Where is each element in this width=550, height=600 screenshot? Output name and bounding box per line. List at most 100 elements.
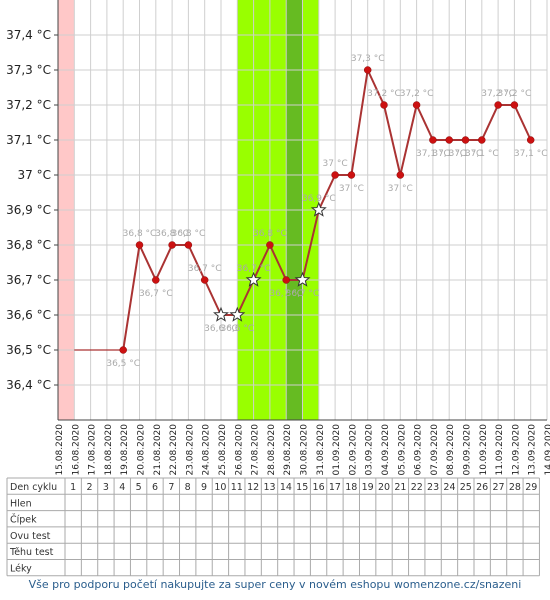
- cycle-day-number: 11: [231, 482, 243, 493]
- point-label: 37,3 °C: [351, 54, 385, 64]
- data-point: [200, 276, 209, 284]
- data-point: [429, 136, 437, 144]
- data-point: [168, 241, 176, 249]
- cycle-day-number: 28: [509, 482, 521, 493]
- x-tick-label: 05.09.2020: [397, 424, 407, 476]
- cycle-day-number: 21: [394, 482, 406, 493]
- x-tick-label: 24.08.2020: [202, 424, 212, 476]
- y-tick-label: 36,7 °C: [6, 273, 51, 287]
- point-label: 36,7 °C: [139, 289, 173, 299]
- x-tick-label: 03.09.2020: [365, 424, 375, 476]
- x-tick-label: 19.08.2020: [120, 424, 130, 476]
- data-point: [380, 101, 388, 109]
- y-tick-label: 36,9 °C: [6, 203, 51, 217]
- y-tick-label: 36,6 °C: [6, 308, 51, 322]
- star-marker: [213, 306, 229, 322]
- point-label: 37,2 °C: [367, 89, 401, 99]
- point-label: 36,7 °C: [269, 289, 303, 299]
- point-label: 36,8 °C: [172, 229, 206, 239]
- point-label: 36,8 °C: [155, 229, 189, 239]
- data-point: [510, 101, 519, 109]
- point-label: 37,1 °C: [465, 149, 499, 159]
- cycle-day-number: 24: [443, 482, 455, 493]
- x-tick-label: 22.08.2020: [169, 424, 179, 476]
- x-tick-label: 04.09.2020: [381, 424, 391, 476]
- point-label: 37,1 °C: [449, 149, 483, 159]
- point-label: 36,6 °C: [220, 324, 254, 334]
- point-label: 36,7 °C: [188, 264, 222, 274]
- table-row-label: Hlen: [10, 498, 32, 509]
- x-tick-label: 09.09.2020: [463, 424, 473, 476]
- cycle-day-number: 15: [296, 482, 308, 493]
- star-marker: [310, 201, 327, 217]
- x-tick-label: 06.09.2020: [414, 424, 424, 476]
- point-label: 37 °C: [388, 184, 413, 194]
- x-tick-label: 21.08.2020: [153, 424, 163, 476]
- cycle-day-number: 29: [525, 482, 537, 493]
- y-axis-ticks: 36,4 °C 36,5 °C 36,6 °C 36,7 °C 36,8 °C 36,9 …: [6, 28, 58, 392]
- data-point: [152, 276, 160, 284]
- x-tick-label: 07.09.2020: [430, 424, 440, 476]
- x-tick-label: 11.09.2020: [495, 424, 505, 476]
- x-tick-label: 18.08.2020: [104, 424, 114, 476]
- y-tick-label: 37 °C: [18, 168, 51, 182]
- cycle-day-number: 3: [103, 482, 109, 493]
- cycle-day-number: 1: [70, 482, 76, 493]
- promo-footer[interactable]: Vše pro podporu početí nakupujte za supe…: [28, 578, 522, 591]
- table-row-label: Těhu test: [9, 547, 54, 558]
- data-point: [478, 136, 486, 144]
- cycle-day-number: 7: [168, 482, 174, 493]
- cycle-day-number: 2: [87, 482, 93, 493]
- x-tick-label: 30.08.2020: [300, 424, 310, 476]
- y-tick-label: 36,4 °C: [6, 378, 51, 392]
- point-label: 36,5 °C: [106, 359, 140, 369]
- point-label: 36,9 °C: [302, 194, 336, 204]
- point-label: 37,2 °C: [481, 89, 515, 99]
- x-tick-label: 27.08.2020: [251, 424, 261, 476]
- x-tick-label: 17.08.2020: [88, 424, 98, 476]
- point-label: 36,8 °C: [253, 229, 287, 239]
- x-tick-label: 23.08.2020: [185, 424, 195, 476]
- point-label: 36,7 °C: [237, 264, 271, 274]
- cycle-day-number: 6: [152, 482, 158, 493]
- cycle-day-number: 8: [185, 482, 191, 493]
- x-tick-label: 31.08.2020: [316, 424, 326, 476]
- star-marker: [294, 271, 311, 287]
- data-point: [119, 346, 127, 354]
- x-tick-label: 02.09.2020: [348, 424, 358, 476]
- cycle-day-number: 10: [214, 482, 226, 493]
- cycle-day-number: 19: [362, 482, 374, 493]
- data-point: [494, 101, 502, 109]
- point-label: 37,1 °C: [514, 149, 548, 159]
- point-label: 37,1 °C: [432, 149, 466, 159]
- data-point: [526, 136, 535, 144]
- star-marker: [229, 306, 246, 322]
- x-tick-label: 10.09.2020: [479, 424, 489, 476]
- data-point: [396, 171, 405, 179]
- x-tick-label: 13.09.2020: [528, 424, 538, 476]
- cycle-day-number: 26: [476, 482, 488, 493]
- cycle-table: Den cyklu 1 2 3 4 5 6 7 8 9 10 11 12 13 14 15 16 17 18 19 20…: [6, 477, 540, 577]
- cycle-day-number: 12: [247, 482, 259, 493]
- data-point: [135, 241, 144, 249]
- star-marker: [245, 271, 262, 287]
- x-tick-label: 01.09.2020: [332, 424, 342, 476]
- y-tick-label: 37,2 °C: [6, 98, 51, 112]
- x-tick-label: 20.08.2020: [137, 424, 147, 476]
- x-tick-label: 25.08.2020: [218, 424, 228, 476]
- cycle-day-number: 25: [460, 482, 472, 493]
- x-tick-label: 28.08.2020: [267, 424, 277, 476]
- chart-grid: [57, 0, 548, 421]
- table-row-label: Ovu test: [10, 531, 51, 542]
- y-tick-label: 37,3 °C: [6, 63, 51, 77]
- table-row-label: Čípek: [10, 514, 37, 526]
- data-point: [445, 136, 453, 144]
- cycle-day-number: 17: [329, 482, 341, 493]
- x-axis-ticks: 15.08.2020 16.08.2020 17.08.2020 18.08.2020…: [55, 424, 550, 476]
- cycle-day-number: 4: [119, 482, 125, 493]
- data-point: [347, 171, 356, 179]
- data-point: [363, 66, 372, 74]
- data-point: [282, 276, 290, 284]
- y-tick-label: 36,5 °C: [6, 343, 51, 357]
- x-tick-label: 26.08.2020: [234, 424, 244, 476]
